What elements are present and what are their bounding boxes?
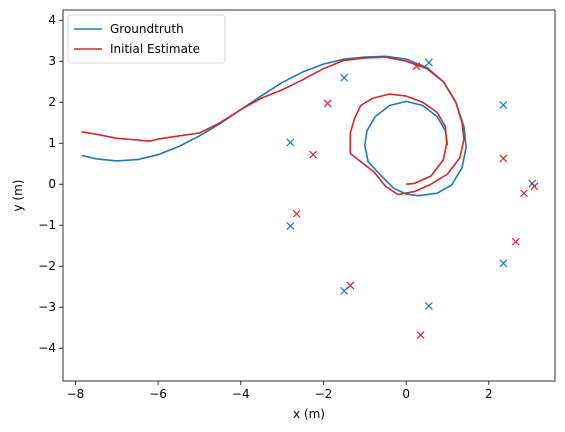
x-tick-label: 2 xyxy=(485,387,493,401)
landmark-marker xyxy=(499,259,508,268)
landmark-marker xyxy=(412,62,421,71)
landmark-marker xyxy=(424,302,433,310)
y-tick-label: 3 xyxy=(48,54,56,68)
landmark-marker xyxy=(346,281,355,290)
landmark-marker xyxy=(286,138,295,147)
x-axis-label: x (m) xyxy=(293,407,325,421)
legend-box xyxy=(67,14,226,64)
y-tick-label: 1 xyxy=(48,136,56,150)
y-tick-label: −1 xyxy=(38,218,56,232)
y-tick-label: 4 xyxy=(48,13,56,27)
landmark-marker xyxy=(286,222,295,230)
landmark-marker xyxy=(511,237,520,246)
y-tick-label: 0 xyxy=(48,177,56,191)
landmark-marker xyxy=(340,73,349,82)
landmark-marker xyxy=(424,58,433,67)
landmark-marker xyxy=(292,209,301,218)
landmark-marker xyxy=(416,331,425,340)
landmark-marker xyxy=(530,182,539,191)
y-axis-label: y (m) xyxy=(11,180,25,212)
landmark-marker xyxy=(499,154,508,163)
plot-frame xyxy=(62,9,556,382)
x-tick-label: −8 xyxy=(67,387,85,401)
x-tick-label: −6 xyxy=(149,387,167,401)
y-tick-label: 2 xyxy=(48,95,56,109)
x-tick-label: −2 xyxy=(315,387,333,401)
legend: Groundtruth Initial Estimate xyxy=(67,14,226,64)
series-layer xyxy=(81,55,539,340)
series-line xyxy=(81,55,467,197)
y-tick-label: −2 xyxy=(38,259,56,273)
x-axis-ticks: −8 −6 −4 −2 0 2 xyxy=(67,381,493,401)
legend-label-groundtruth: Groundtruth xyxy=(110,22,184,36)
landmark-marker xyxy=(499,101,508,110)
y-tick-label: −4 xyxy=(38,341,56,355)
series-line xyxy=(81,56,465,196)
y-axis-ticks: −4 −3 −2 −1 0 1 2 3 4 xyxy=(38,13,63,355)
landmark-marker xyxy=(520,189,528,198)
landmark-marker xyxy=(340,286,349,295)
legend-label-initial-estimate: Initial Estimate xyxy=(110,42,200,56)
landmark-marker xyxy=(309,150,318,159)
landmark-marker xyxy=(323,99,332,108)
x-tick-label: −4 xyxy=(232,387,250,401)
x-tick-label: 0 xyxy=(402,387,410,401)
y-tick-label: −3 xyxy=(38,300,56,314)
plot-area xyxy=(62,9,556,382)
